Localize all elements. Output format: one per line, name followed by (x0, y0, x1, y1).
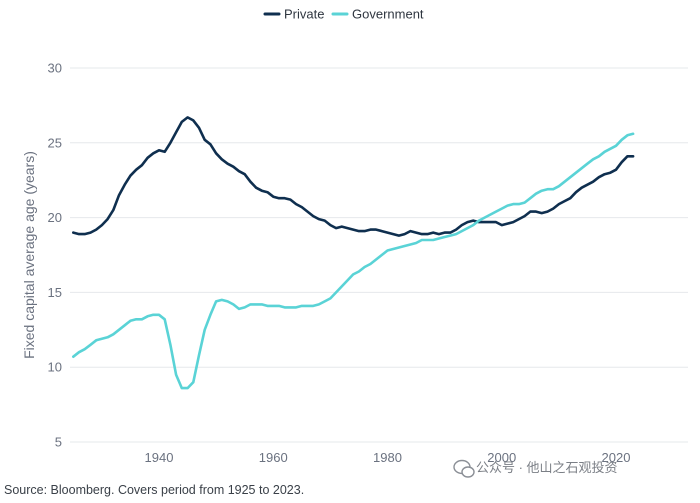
x-tick-label: 2000 (487, 450, 516, 465)
series-line-government (72, 132, 635, 390)
gridlines (70, 67, 688, 443)
series-lines (72, 116, 635, 390)
y-tick-label: 10 (48, 360, 62, 375)
x-tick-label: 1980 (373, 450, 402, 465)
x-tick-label: 1960 (259, 450, 288, 465)
y-tick-label: 30 (48, 61, 62, 76)
y-tick-label: 20 (48, 210, 62, 225)
y-tick-label: 25 (48, 135, 62, 150)
y-axis-title: Fixed capital average age (years) (21, 151, 37, 359)
y-tick-label: 15 (48, 285, 62, 300)
x-tick-label: 2020 (602, 450, 631, 465)
watermark: 公众号 · 他山之石观投资 (453, 459, 618, 478)
legend: Private Government (263, 7, 424, 22)
source-note: Source: Bloomberg. Covers period from 19… (4, 483, 304, 497)
x-tick-label: 1940 (145, 450, 174, 465)
y-tick-labels: 5 10 15 20 25 30 (48, 61, 62, 450)
series-line-private (72, 116, 635, 237)
legend-label: Government (352, 7, 424, 22)
wechat-icon (453, 459, 475, 478)
legend-label: Private (284, 7, 324, 22)
y-tick-label: 5 (55, 435, 62, 450)
watermark-text: 公众号 · 他山之石观投资 (476, 460, 618, 475)
x-tick-labels: 1940 1960 1980 2000 2020 (145, 450, 631, 465)
